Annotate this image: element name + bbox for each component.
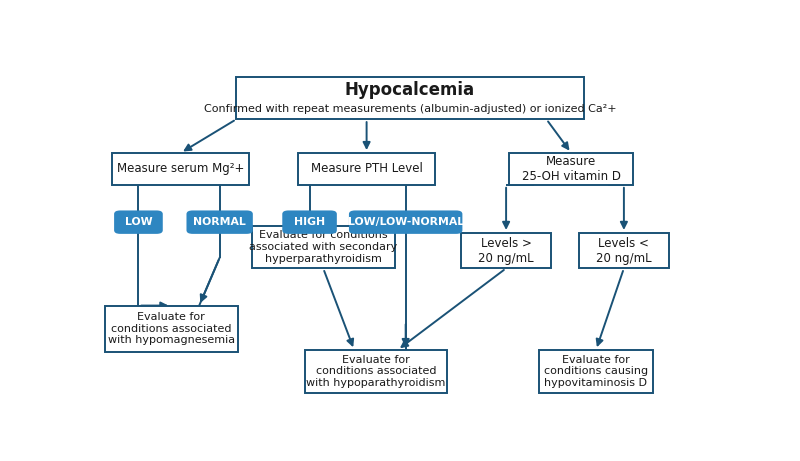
Text: Evaluate for
conditions associated
with hypoparathyroidism: Evaluate for conditions associated with … — [306, 355, 446, 388]
Text: Measure
25-OH vitamin D: Measure 25-OH vitamin D — [522, 155, 621, 183]
FancyBboxPatch shape — [237, 77, 584, 119]
FancyBboxPatch shape — [105, 306, 238, 352]
FancyBboxPatch shape — [112, 153, 249, 185]
FancyBboxPatch shape — [252, 226, 394, 268]
Text: Evaluate for
conditions causing
hypovitaminosis D: Evaluate for conditions causing hypovita… — [544, 355, 648, 388]
Text: LOW: LOW — [125, 217, 152, 227]
FancyBboxPatch shape — [510, 153, 634, 185]
Text: Levels <
20 ng/mL: Levels < 20 ng/mL — [596, 236, 652, 265]
FancyBboxPatch shape — [114, 210, 162, 234]
Text: Evaluate for
conditions associated
with hypomagnesemia: Evaluate for conditions associated with … — [108, 312, 235, 345]
FancyBboxPatch shape — [538, 350, 654, 393]
Text: HIGH: HIGH — [294, 217, 325, 227]
Text: Measure PTH Level: Measure PTH Level — [310, 162, 422, 175]
FancyBboxPatch shape — [349, 210, 462, 234]
Text: Confirmed with repeat measurements (albumin-adjusted) or ionized Ca²+: Confirmed with repeat measurements (albu… — [204, 104, 616, 113]
Text: Levels >
20 ng/mL: Levels > 20 ng/mL — [478, 236, 534, 265]
Text: Evaluate for conditions
associated with secondary
hyperparathyroidism: Evaluate for conditions associated with … — [249, 230, 398, 264]
Text: Hypocalcemia: Hypocalcemia — [345, 81, 475, 99]
FancyBboxPatch shape — [461, 233, 551, 268]
FancyBboxPatch shape — [305, 350, 447, 393]
FancyBboxPatch shape — [186, 210, 253, 234]
Text: NORMAL: NORMAL — [194, 217, 246, 227]
Text: LOW/LOW-NORMAL: LOW/LOW-NORMAL — [347, 217, 464, 227]
Text: Measure serum Mg²+: Measure serum Mg²+ — [117, 162, 244, 175]
FancyBboxPatch shape — [579, 233, 669, 268]
FancyBboxPatch shape — [298, 153, 435, 185]
FancyBboxPatch shape — [282, 210, 337, 234]
